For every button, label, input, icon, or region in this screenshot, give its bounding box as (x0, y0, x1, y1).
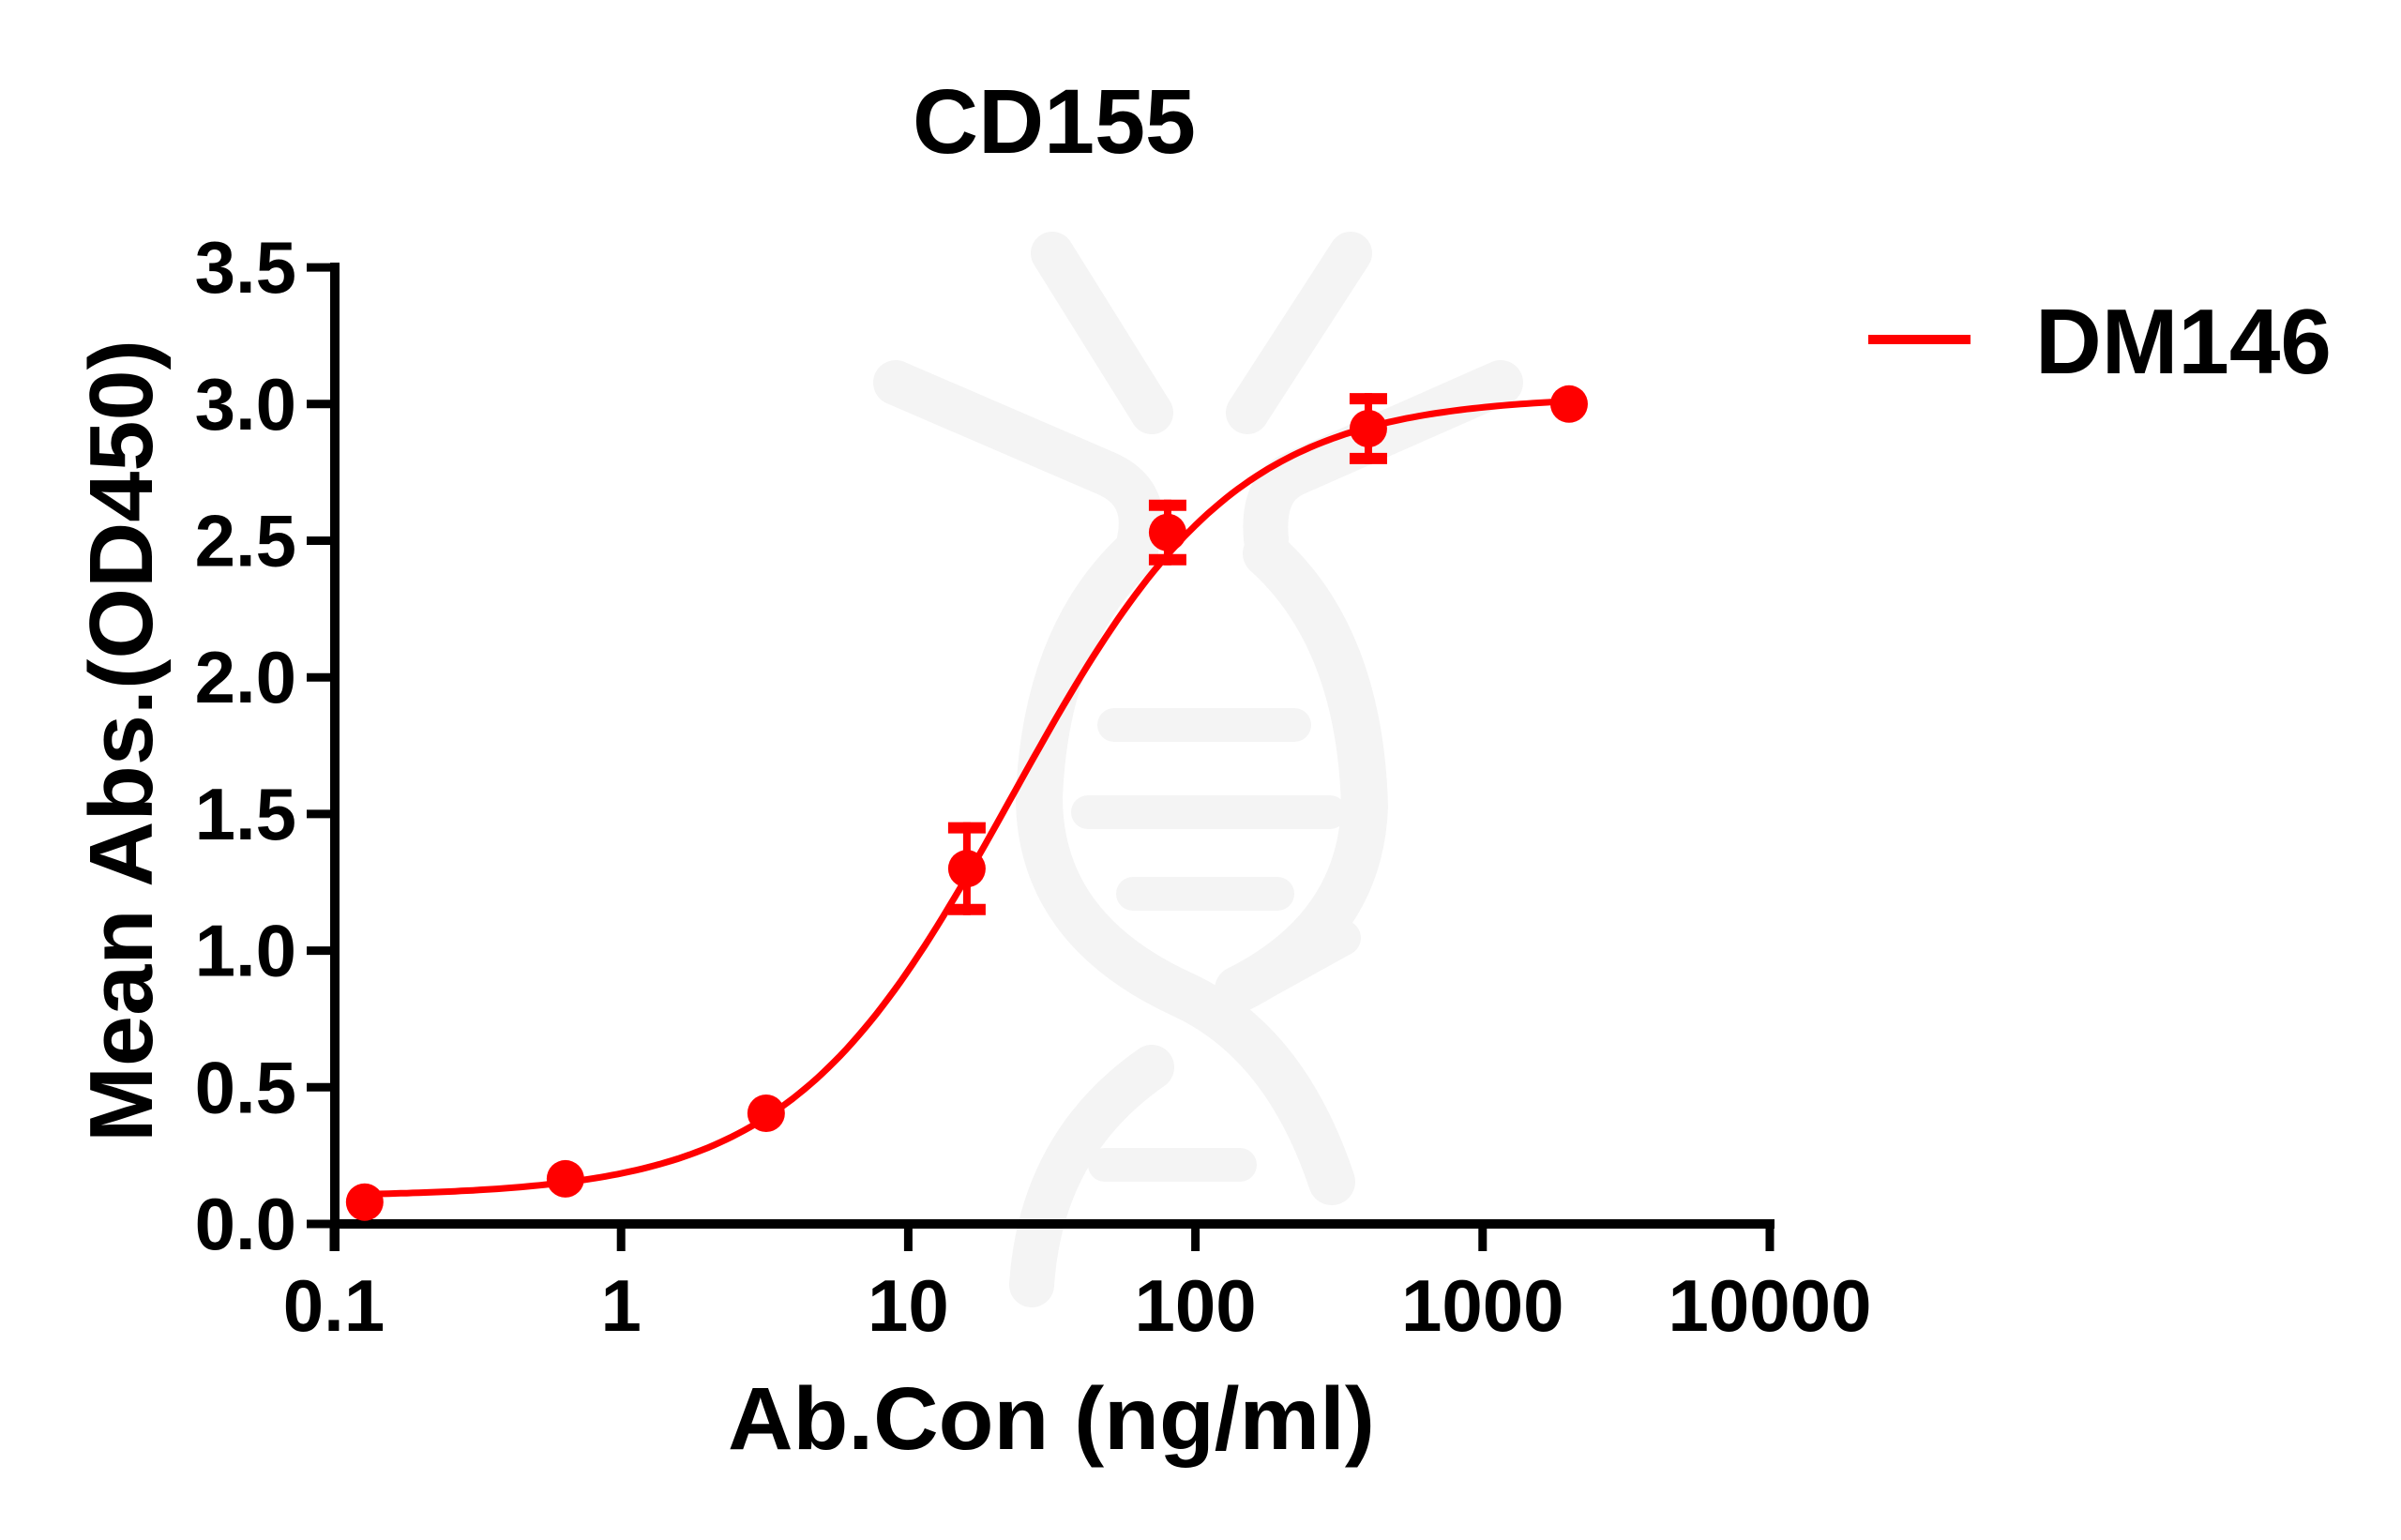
y-tick-label: 0.0 (195, 1183, 296, 1265)
chart-title: CD155 (913, 70, 1196, 173)
x-tick-label: 10 (868, 1264, 949, 1347)
data-point-marker (1549, 385, 1588, 423)
data-point-marker (546, 1159, 584, 1198)
x-tick-label: 10000 (1669, 1264, 1872, 1347)
y-tick-label: 0.5 (195, 1046, 296, 1128)
y-axis-title: Mean Abs.(OD450) (71, 340, 172, 1142)
data-point-marker (747, 1094, 785, 1132)
x-axis: 0.1 1 10 100 1000 10000 (283, 1219, 1872, 1347)
plot-area (345, 385, 1588, 1221)
y-tick-label: 2.5 (195, 500, 296, 582)
y-axis: 0.0 0.5 1.0 1.5 2.0 2.5 3.0 3.5 (195, 226, 340, 1265)
data-point-marker (1349, 410, 1387, 448)
x-axis-title: Ab.Con (ng/ml) (728, 1369, 1375, 1469)
y-tick-label: 3.5 (195, 226, 296, 309)
data-point-marker (1148, 513, 1186, 551)
y-tick-label: 3.0 (195, 363, 296, 445)
data-point-marker (345, 1183, 384, 1221)
fit-curve (364, 398, 1570, 1198)
x-tick-label: 0.1 (283, 1264, 385, 1347)
data-point-marker (947, 850, 986, 888)
y-tick-label: 1.0 (195, 910, 296, 992)
y-tick-label: 1.5 (195, 773, 296, 855)
legend: DM146 (1868, 290, 2332, 393)
x-tick-label: 1000 (1401, 1264, 1564, 1347)
legend-label: DM146 (2035, 290, 2332, 393)
x-tick-label: 1 (601, 1264, 642, 1347)
dna-watermark-icon (873, 232, 1523, 1307)
y-tick-label: 2.0 (195, 636, 296, 718)
series-dm146 (345, 385, 1588, 1221)
x-tick-label: 100 (1135, 1264, 1257, 1347)
